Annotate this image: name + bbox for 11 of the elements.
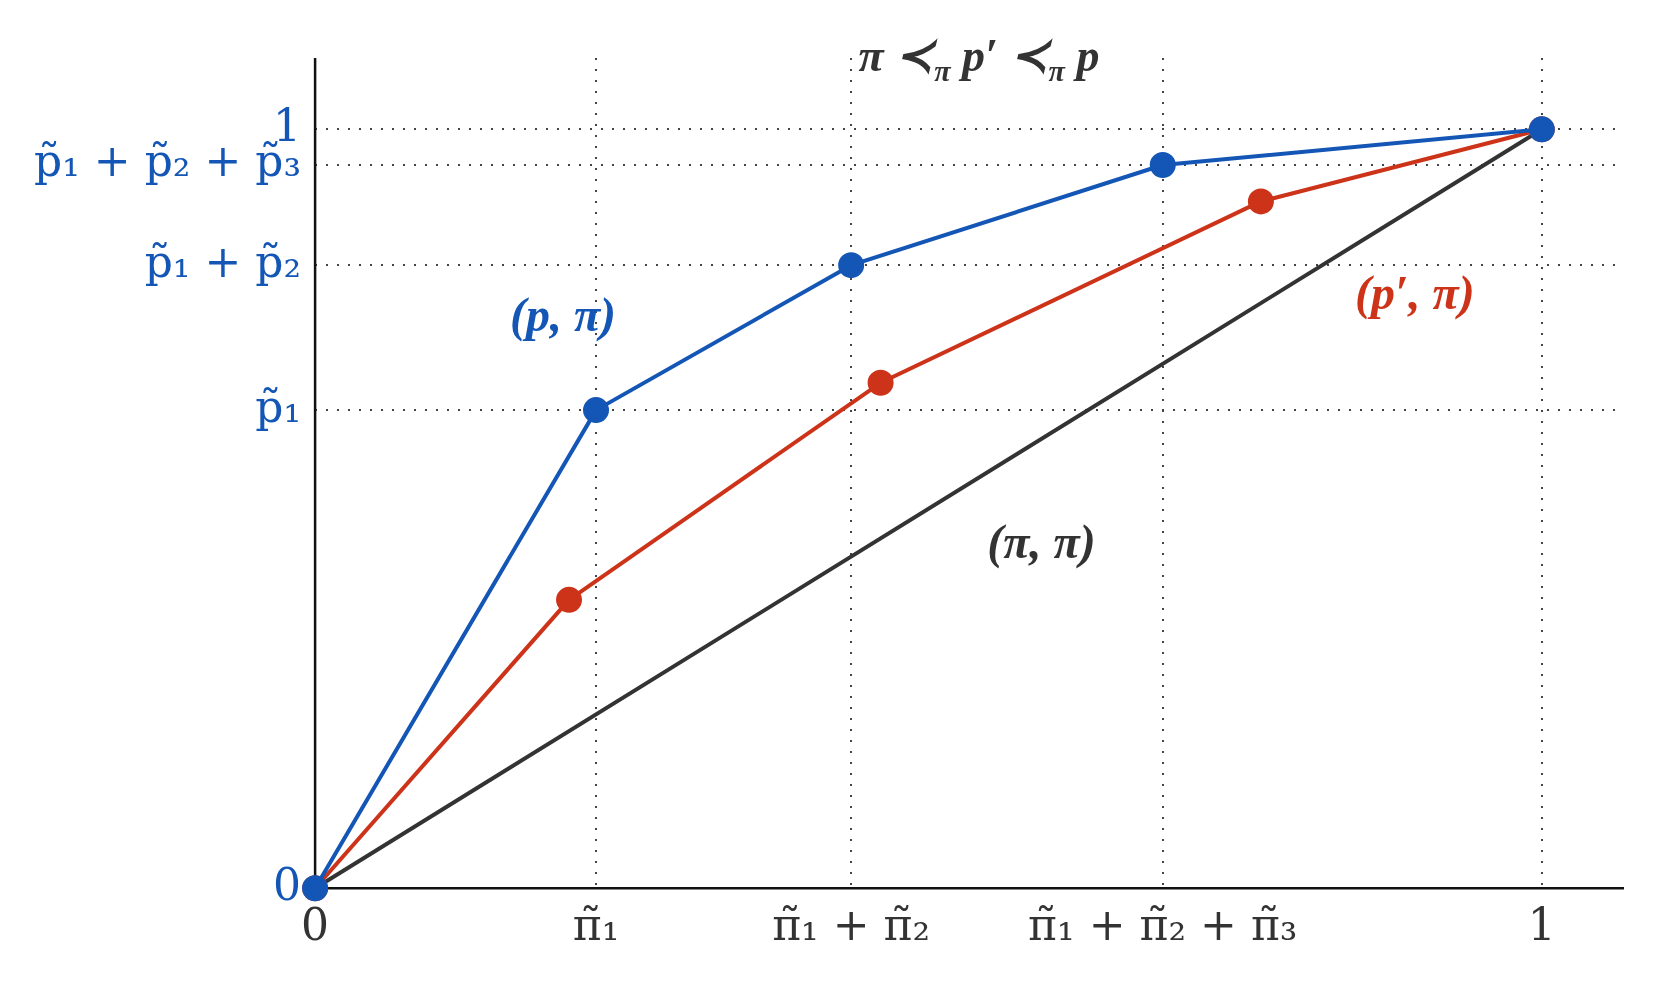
x-tick-label: 1 <box>1527 899 1556 951</box>
x-tick-label: π̃₁ + π̃₂ + π̃₃ <box>1028 899 1298 951</box>
y-tick-label: p̃₁ <box>255 380 302 432</box>
x-tick-label: π̃₁ + π̃₂ <box>772 899 931 951</box>
y-tick-label: p̃₁ + p̃₂ <box>144 235 302 287</box>
series-label: (π, π) <box>987 515 1096 570</box>
series-label: (p, π) <box>509 287 617 342</box>
y-tick-label: 0 <box>273 858 302 910</box>
chart-title: π ≺$_{π}$ p′ ≺$_{π}$ p <box>858 29 1100 89</box>
series-label: (p′, π) <box>1355 265 1475 320</box>
x-tick-label: π̃₁ <box>572 899 620 951</box>
